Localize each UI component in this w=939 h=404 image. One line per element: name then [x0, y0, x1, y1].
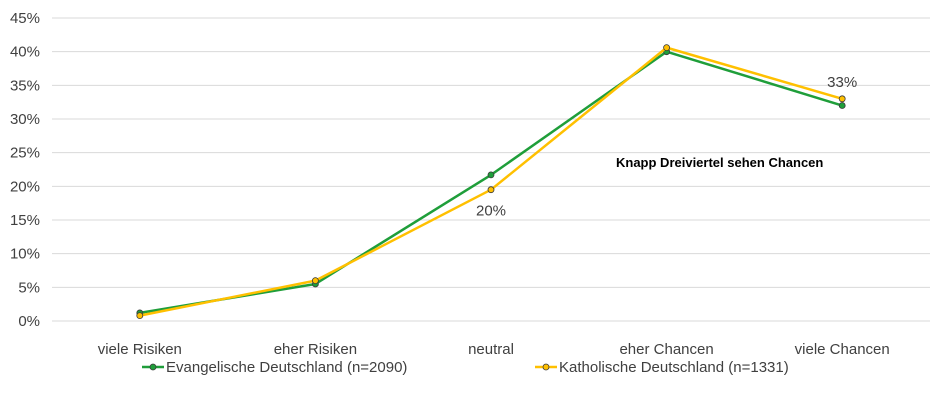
data-point	[838, 95, 846, 103]
y-tick-label: 5%	[18, 279, 40, 296]
data-point	[838, 102, 846, 109]
data-point	[311, 277, 319, 285]
x-category-label: eher Risiken	[274, 341, 357, 358]
y-tick-label: 20%	[10, 178, 40, 195]
y-axis-ticks: 0% 5% 10% 15% 20% 25% 30% 35% 40% 45%	[10, 10, 40, 330]
y-tick-label: 10%	[10, 246, 40, 263]
legend-swatch-marker	[149, 363, 157, 371]
x-category-label: viele Chancen	[795, 341, 890, 358]
data-point	[487, 171, 495, 179]
data-labels: 20% 33%	[476, 74, 857, 220]
x-category-label: viele Risiken	[98, 341, 182, 358]
y-tick-label: 25%	[10, 145, 40, 162]
x-category-label: eher Chancen	[619, 341, 713, 358]
data-point	[663, 44, 670, 52]
legend-swatch-marker	[542, 363, 550, 371]
data-label: 20%	[476, 203, 506, 220]
y-tick-label: 35%	[10, 77, 40, 94]
y-tick-label: 15%	[10, 212, 40, 229]
series-line	[139, 50, 843, 315]
legend-label: Evangelische Deutschland (n=2090)	[166, 359, 407, 376]
x-category-label: neutral	[468, 341, 514, 358]
series-line	[139, 46, 843, 317]
y-tick-label: 40%	[10, 44, 40, 61]
data-point	[136, 312, 144, 320]
y-tick-label: 45%	[10, 10, 40, 27]
y-tick-label: 0%	[18, 313, 40, 330]
series-lines	[136, 44, 846, 320]
legend-label: Katholische Deutschland (n=1331)	[559, 359, 789, 376]
legend: Evangelische Deutschland (n=2090) Katholi…	[142, 359, 789, 376]
x-axis-categories: viele Risiken eher Risiken neutral eher Cha…	[98, 341, 890, 358]
data-point	[487, 186, 495, 194]
chart-annotation: Knapp Dreiviertel sehen Chancen	[616, 155, 823, 170]
data-label: 33%	[827, 74, 857, 91]
y-tick-label: 30%	[10, 111, 40, 128]
